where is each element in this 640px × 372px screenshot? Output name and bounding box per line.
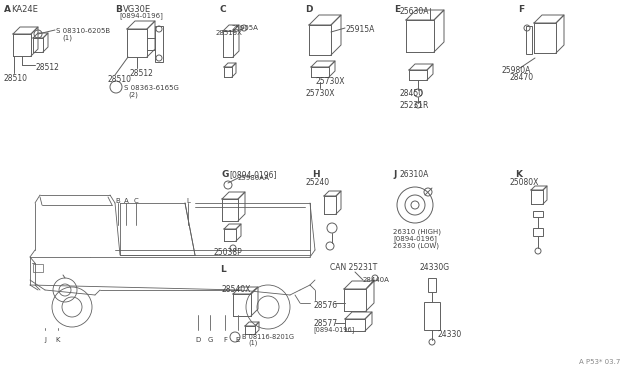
Text: A P53* 03.7: A P53* 03.7 [579,359,620,365]
Text: J: J [44,337,46,343]
Text: 28510: 28510 [4,74,28,83]
Text: K: K [515,170,522,179]
Text: 25630A: 25630A [400,7,429,16]
Text: F: F [223,337,227,343]
Text: C: C [220,5,227,14]
Text: F: F [518,5,524,14]
Text: K: K [56,337,60,343]
Text: 25231R: 25231R [400,101,429,110]
Text: 25240: 25240 [305,178,329,187]
Text: C: C [134,198,138,204]
Text: 24330G: 24330G [420,263,450,272]
Text: 28576: 28576 [313,301,337,310]
Text: 25905A: 25905A [232,25,259,31]
Text: 25038P: 25038P [214,248,243,257]
Bar [424,302,440,330]
Text: 26310A: 26310A [400,170,429,179]
Text: 25915A: 25915A [346,25,376,34]
Text: 25730X: 25730X [315,77,344,86]
Text: 28512: 28512 [36,63,60,72]
Text: G: G [207,337,212,343]
Text: 25980AA: 25980AA [238,175,270,181]
Text: [0894-0196]: [0894-0196] [393,235,437,242]
Bar [428,278,436,292]
Text: 28512: 28512 [130,69,154,78]
Text: 28470: 28470 [509,73,533,82]
Text: E: E [394,5,400,14]
Text: B: B [116,198,120,204]
Text: D: D [195,337,200,343]
Bar [533,228,543,236]
Bar [526,26,532,54]
Text: B 08116-8201G: B 08116-8201G [242,334,294,340]
Text: 25730X: 25730X [306,89,335,98]
Text: 24330: 24330 [437,330,461,339]
Text: 28510: 28510 [108,75,132,84]
Text: CAN 25231T: CAN 25231T [330,263,377,272]
Text: [0894-0196]: [0894-0196] [313,326,355,333]
Text: D: D [305,5,312,14]
Text: VG30E: VG30E [123,5,151,14]
Text: L: L [186,198,190,204]
Text: H: H [312,170,319,179]
Text: 28515X: 28515X [216,30,243,36]
Text: (1): (1) [248,340,257,346]
Text: 25980A: 25980A [502,66,531,75]
Bar [33,264,43,272]
Text: L: L [220,265,226,274]
Text: 26330 (LOW): 26330 (LOW) [393,242,439,248]
Text: B: B [115,5,122,14]
Text: (1): (1) [62,34,72,41]
Text: 28450: 28450 [400,89,424,98]
Text: J: J [393,170,396,179]
Text: G: G [222,170,229,179]
Text: KA24E: KA24E [11,5,38,14]
Text: 28577: 28577 [313,319,337,328]
Text: 28540X: 28540X [222,285,252,294]
Text: 28440A: 28440A [363,277,390,283]
Text: S 08363-6165G: S 08363-6165G [124,85,179,91]
Text: 26310 (HIGH): 26310 (HIGH) [393,228,441,234]
Bar [155,26,163,62]
Text: A: A [4,5,11,14]
Text: A: A [124,198,129,204]
Text: 25080X: 25080X [510,178,540,187]
Text: [0894-0196]: [0894-0196] [119,12,163,19]
Text: [0894-0196]: [0894-0196] [229,170,276,179]
Bar [533,211,543,217]
Text: S 08310-6205B: S 08310-6205B [56,28,110,34]
Text: (2): (2) [128,91,138,97]
Text: E: E [236,337,240,343]
